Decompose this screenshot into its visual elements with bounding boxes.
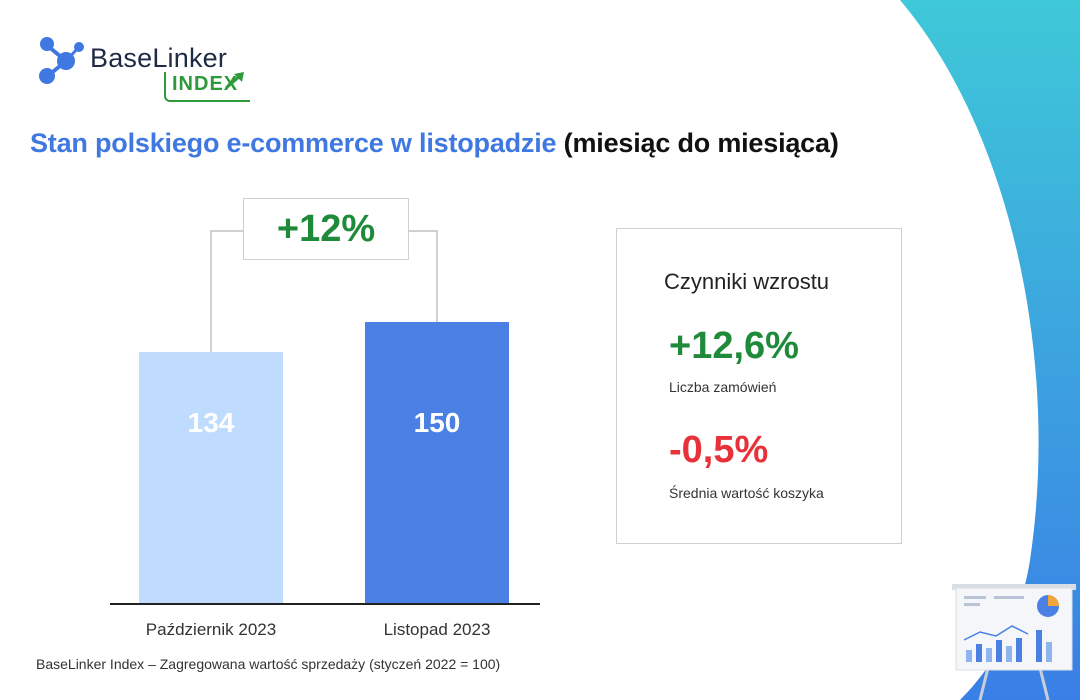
bar-value-label: 150: [413, 407, 461, 438]
brand-name: BaseLinker: [90, 43, 228, 73]
factor-basket-label: Średnia wartość koszyka: [669, 485, 824, 501]
factor-orders-label: Liczba zamówień: [669, 379, 777, 395]
title-suffix: (miesiąc do miesiąca): [563, 128, 839, 158]
brand-sub: INDEX: [172, 73, 239, 95]
bar-2: [365, 322, 509, 604]
presentation-board-icon: [952, 584, 1076, 700]
x-tick-label: Październik 2023: [145, 620, 277, 639]
growth-factors-panel: Czynniki wzrostu +12,6% Liczba zamówień …: [616, 228, 902, 544]
change-label: +12%: [276, 207, 376, 250]
bar-1: [139, 352, 283, 604]
title-main: Stan polskiego e-commerce w listopadzie: [30, 128, 557, 158]
brand-logo: BaseLinker INDEX: [36, 34, 266, 104]
factor-orders-value: +12,6%: [669, 325, 799, 367]
panel-title: Czynniki wzrostu: [664, 269, 830, 294]
baselinker-logo-icon: [39, 37, 84, 84]
change-box: +12%: [243, 198, 409, 260]
bar-value-label: 134: [187, 407, 235, 438]
change-connector-right: [409, 230, 438, 322]
page-title: Stan polskiego e-commerce w listopadzie …: [30, 128, 839, 159]
chart-caption: BaseLinker Index – Zagregowana wartość s…: [36, 656, 501, 672]
brand-index-frame: INDEX: [164, 72, 250, 102]
change-connector-left: [210, 230, 243, 353]
x-tick-label: Listopad 2023: [383, 620, 491, 639]
trend-arrow-icon: [225, 72, 244, 90]
factor-basket-value: -0,5%: [669, 429, 769, 471]
